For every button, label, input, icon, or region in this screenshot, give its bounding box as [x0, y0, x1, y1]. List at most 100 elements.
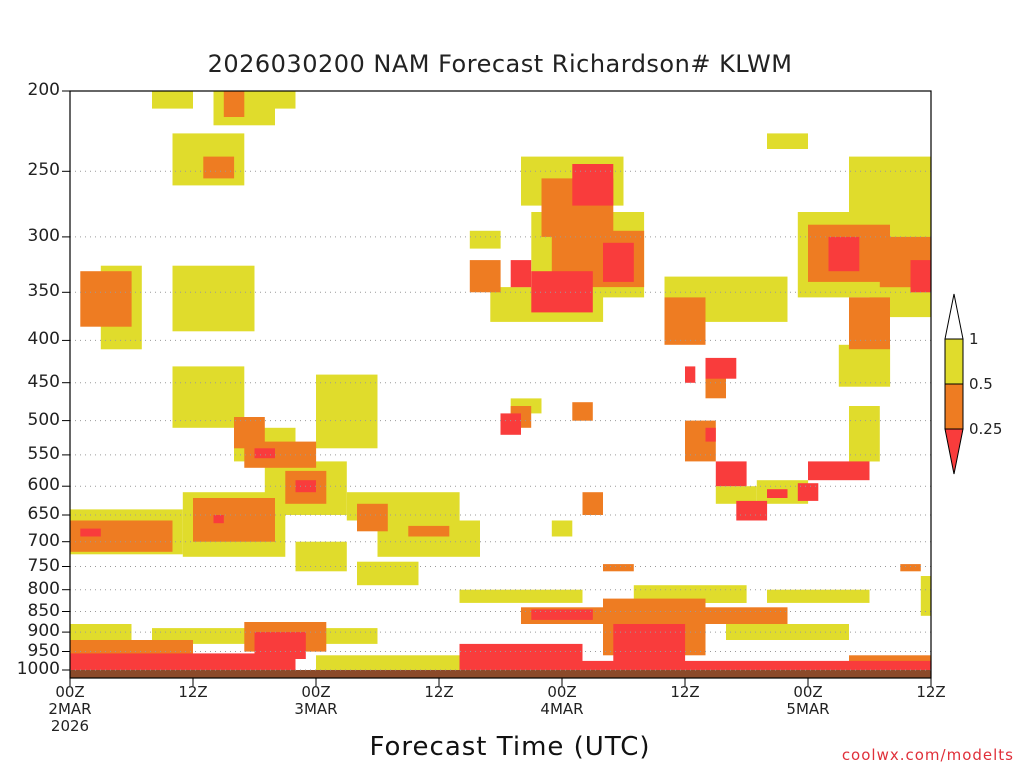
- ri-cell-level-1: [910, 260, 931, 293]
- ri-cell-level-1: [797, 483, 819, 501]
- x-tick-label: 00Z: [55, 683, 85, 701]
- y-tick-label: 550: [27, 443, 60, 464]
- ri-cell-level-2: [203, 156, 235, 179]
- ri-cell-level-3: [767, 589, 870, 603]
- colorbar-top-triangle: [944, 293, 964, 340]
- ri-cell-level-1: [80, 528, 101, 537]
- ground-band: [70, 670, 931, 678]
- credit-text: coolwx.com/modelts: [841, 746, 1014, 764]
- ri-cell-level-3: [316, 374, 378, 449]
- ri-cell-level-1: [613, 624, 686, 663]
- x-tick-label: 12Z: [178, 683, 208, 701]
- ri-cell-level-3: [172, 366, 245, 428]
- ri-cell-level-3: [849, 406, 880, 462]
- ri-cell-level-1: [828, 236, 860, 272]
- ri-cell-level-1: [459, 643, 583, 670]
- y-tick-label: 200: [27, 80, 60, 100]
- ri-cell-level-1: [582, 660, 931, 670]
- ri-cell-level-3: [551, 520, 573, 537]
- ri-cell-level-1: [254, 448, 275, 459]
- ri-cell-level-1: [603, 242, 634, 282]
- ri-cell-level-3: [295, 541, 347, 572]
- plot-frame: [69, 90, 932, 679]
- y-tick-label: 600: [27, 475, 60, 496]
- ri-cell-level-2: [664, 297, 706, 345]
- ri-cell-level-2: [223, 91, 245, 117]
- ri-cell-level-2: [357, 503, 388, 532]
- y-tick-label: 500: [27, 409, 60, 430]
- ri-cell-level-3: [275, 91, 296, 109]
- y-tick-label: 300: [27, 225, 60, 246]
- ri-cell-level-3: [469, 230, 501, 249]
- x-date-label: 3MAR: [294, 700, 338, 718]
- ri-cell-level-1: [70, 653, 296, 670]
- ri-cell-level-2: [603, 564, 634, 572]
- colorbar: [944, 293, 964, 475]
- ri-cell-level-3: [715, 486, 757, 504]
- ri-cell-level-1: [531, 271, 593, 313]
- ri-cell-level-1: [213, 515, 224, 524]
- ri-cell-level-1: [510, 260, 532, 288]
- ri-cell-level-2: [572, 402, 593, 421]
- ri-cell-level-1: [572, 164, 614, 206]
- x-tick-label: 00Z: [547, 683, 577, 701]
- ri-cell-level-1: [736, 500, 768, 521]
- ri-cell-level-1: [705, 427, 716, 442]
- x-axis-title: Forecast Time (UTC): [369, 732, 651, 762]
- x-year-label: 2026: [50, 717, 90, 735]
- ri-cell-level-2: [193, 498, 275, 542]
- y-tick-label: 700: [27, 530, 60, 551]
- colorbar-bin: [944, 338, 964, 385]
- ri-cell-level-1: [500, 413, 521, 435]
- axis-ticks: [62, 90, 932, 686]
- colorbar-label: 0.5: [969, 375, 993, 393]
- x-date-label: 5MAR: [786, 700, 830, 718]
- ri-cell-level-3: [849, 156, 931, 237]
- ri-cell-level-2: [705, 374, 726, 399]
- chart-title: 2026030200 NAM Forecast Richardson# KLWM: [207, 50, 793, 78]
- x-tick-label: 12Z: [424, 683, 454, 701]
- y-tick-label: 250: [27, 160, 60, 181]
- y-tick-label: 800: [27, 578, 60, 599]
- ri-cell-level-3: [172, 265, 255, 332]
- ri-cell-level-1: [715, 461, 747, 487]
- ri-cell-level-3: [459, 589, 583, 603]
- y-tick-label: 450: [27, 371, 60, 392]
- x-date-label: 4MAR: [540, 700, 584, 718]
- ri-cell-level-1: [531, 609, 593, 620]
- y-tick-label: 400: [27, 329, 60, 350]
- colorbar-label: 1: [969, 330, 979, 348]
- ri-cell-level-3: [357, 561, 419, 586]
- ri-cell-level-1: [254, 632, 306, 659]
- ri-cell-level-2: [469, 260, 501, 293]
- x-tick-label: 00Z: [793, 683, 823, 701]
- ri-cell-level-2: [849, 297, 890, 350]
- y-tick-label: 350: [27, 281, 60, 302]
- ri-cell-level-3: [633, 585, 747, 603]
- ri-cell-level-2: [80, 271, 132, 327]
- y-tick-label: 900: [27, 621, 60, 642]
- ri-cell-level-1: [767, 489, 788, 498]
- ri-cell-level-2: [582, 492, 603, 515]
- y-tick-label: 650: [27, 504, 60, 524]
- y-tick-label: 850: [27, 600, 60, 621]
- ri-cell-level-1: [685, 366, 696, 383]
- ri-cell-level-3: [838, 344, 891, 387]
- colorbar-label: 0.25: [969, 420, 1003, 438]
- ri-cell-level-2: [685, 607, 788, 624]
- ri-cell-level-1: [808, 461, 870, 481]
- y-tick-label: 750: [27, 555, 60, 576]
- ri-cell-level-3: [726, 624, 849, 640]
- ri-cell-level-2: [900, 564, 921, 572]
- ri-cell-level-1: [705, 357, 737, 379]
- y-tick-label: 1000: [16, 659, 60, 679]
- x-tick-label: 12Z: [670, 683, 700, 701]
- ri-cell-level-3: [152, 91, 193, 109]
- y-tick-label: 950: [27, 640, 60, 661]
- colorbar-bottom-triangle: [944, 428, 964, 475]
- ri-cell-level-3: [767, 133, 808, 149]
- pressure-gridlines: [70, 170, 931, 671]
- ri-cell-level-2: [408, 525, 450, 537]
- ri-cell-level-3: [920, 576, 932, 616]
